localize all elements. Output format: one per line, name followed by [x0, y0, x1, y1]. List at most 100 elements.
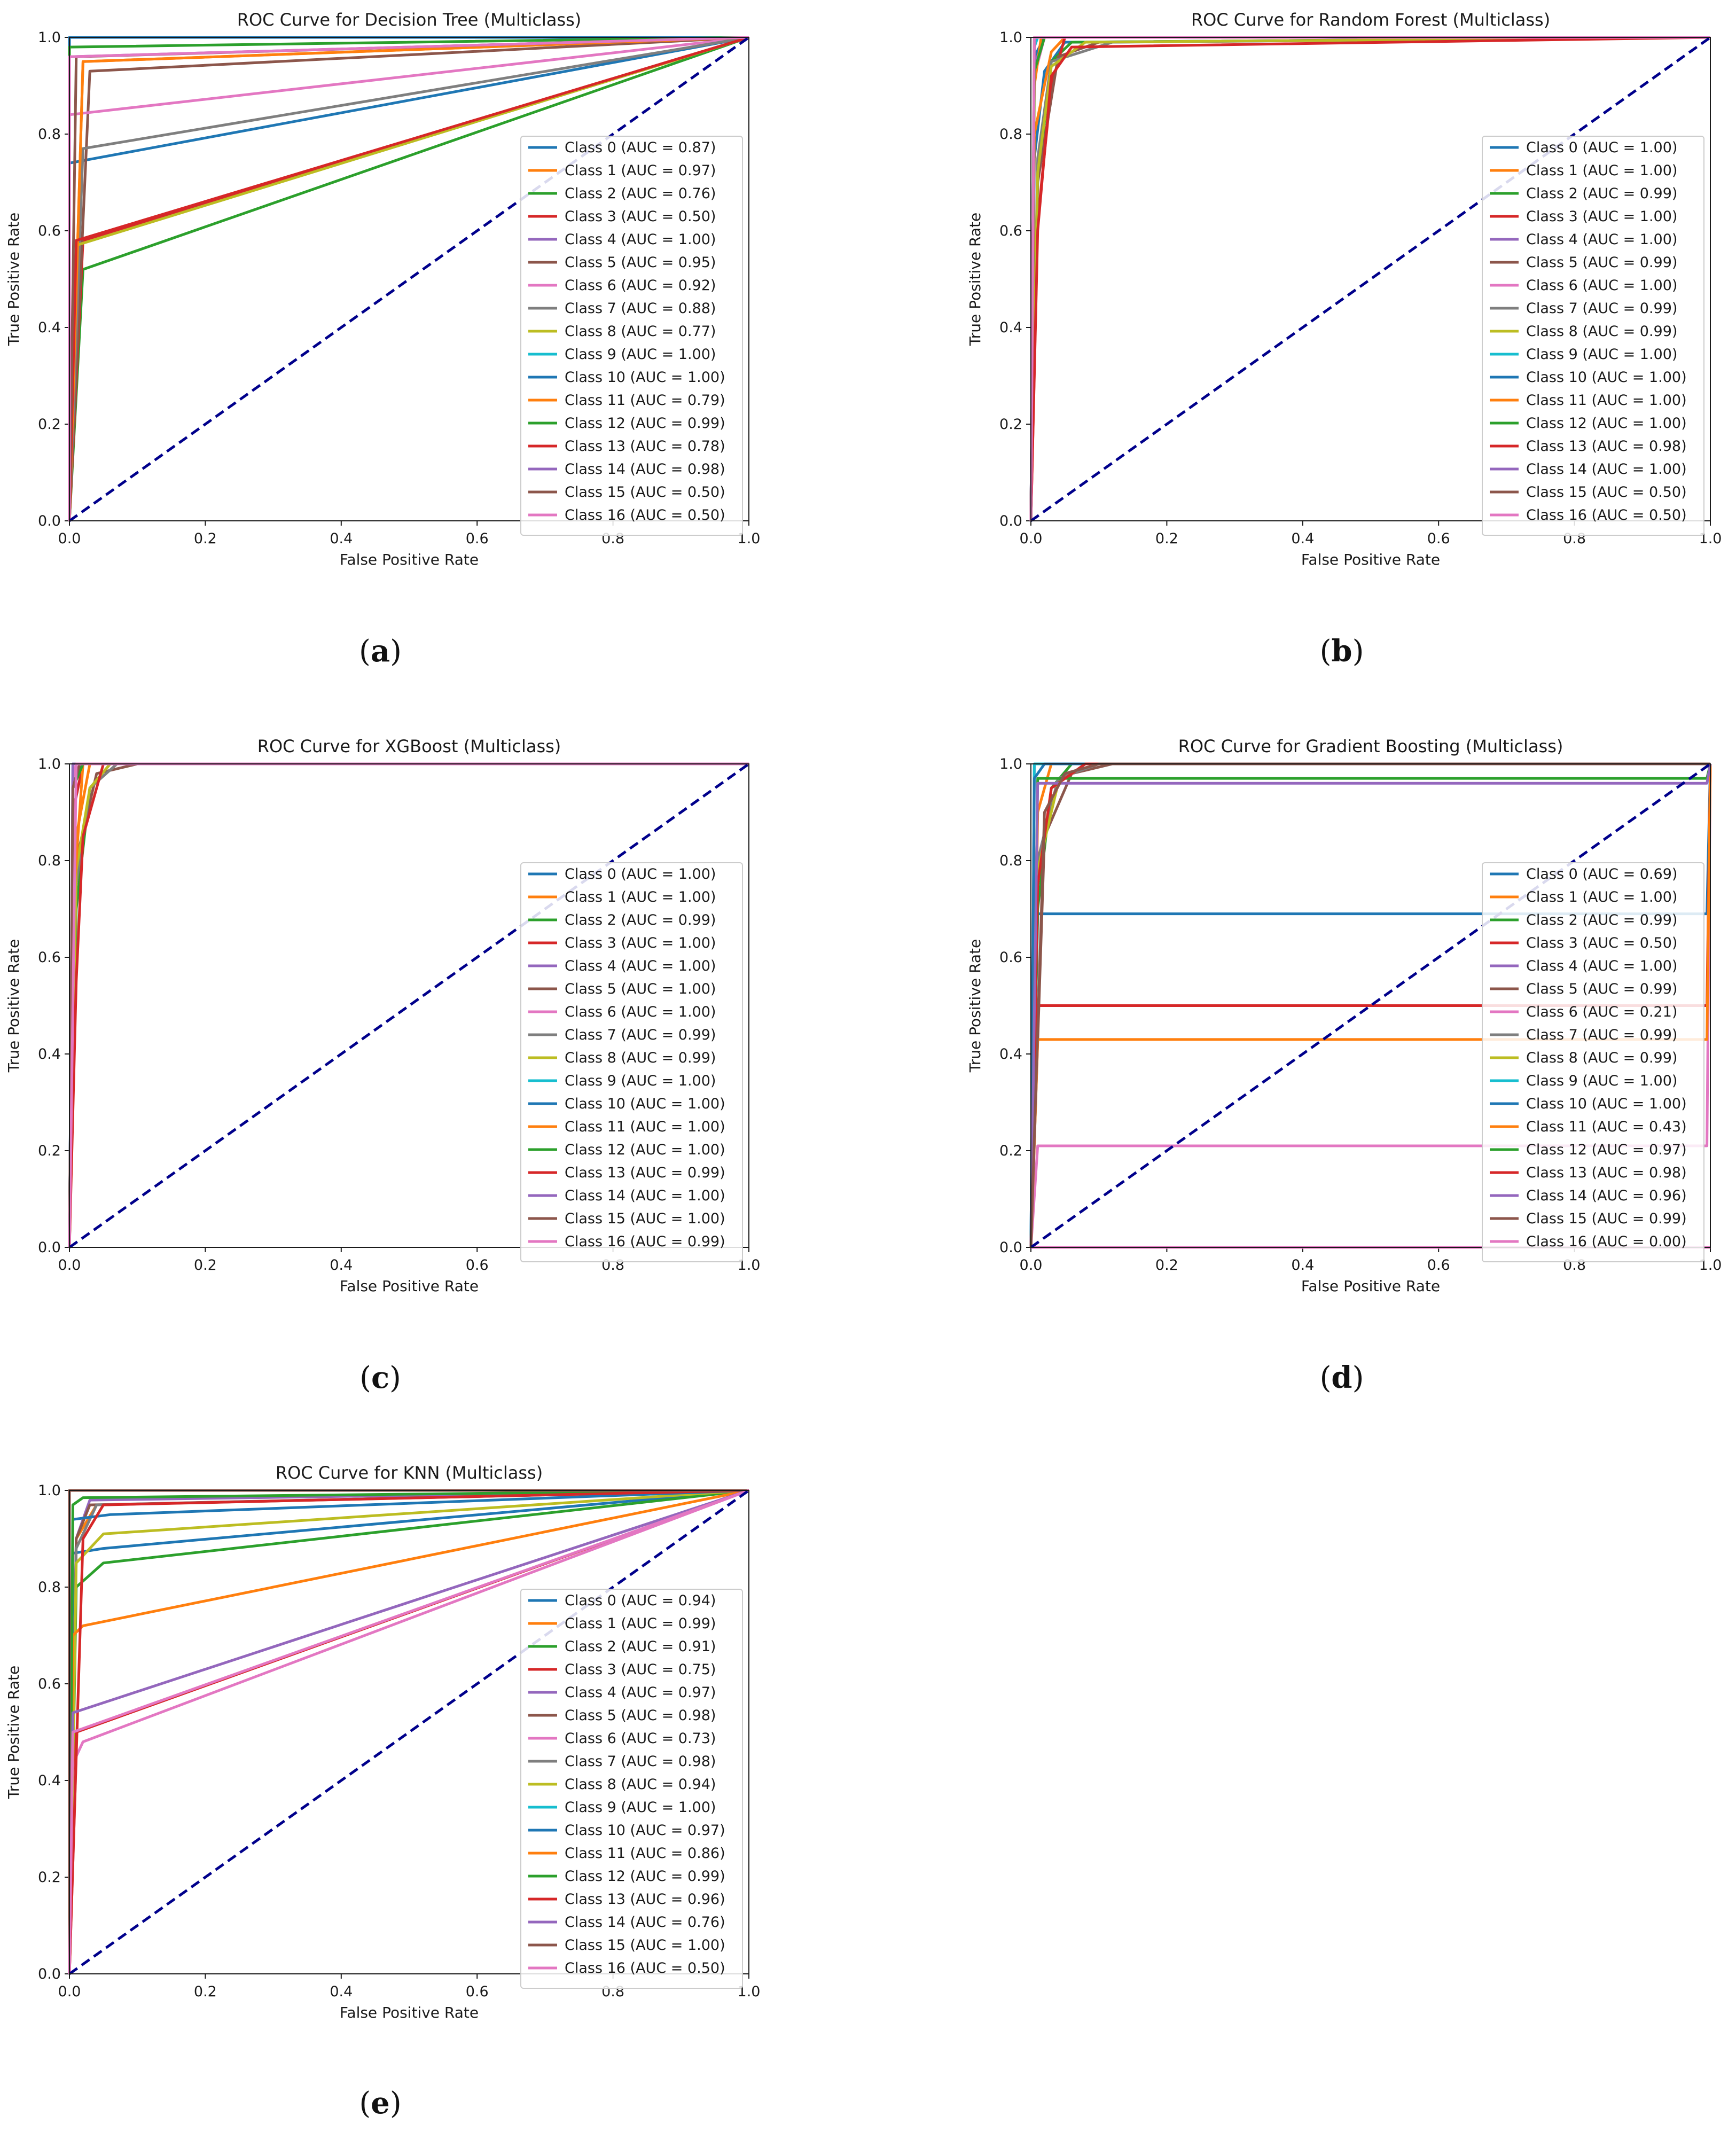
random-classifier-diagonal — [1030, 762, 1711, 1249]
roc-curve-class-5 — [68, 36, 749, 521]
legend-entry: Class 15 (AUC = 0.50) — [565, 484, 725, 501]
legend-entry: Class 14 (AUC = 0.98) — [565, 461, 725, 478]
x-tick-label: 0.0 — [58, 530, 81, 547]
y-tick-label: 0.0 — [999, 513, 1022, 529]
y-tick-label: 0.2 — [38, 1143, 61, 1159]
legend-entry: Class 11 (AUC = 1.00) — [565, 1119, 725, 1135]
legend-entry: Class 10 (AUC = 1.00) — [565, 369, 725, 386]
legend-entry: Class 11 (AUC = 0.86) — [565, 1845, 725, 1862]
legend-entry: Class 12 (AUC = 0.97) — [1526, 1142, 1687, 1158]
y-tick-label: 0.2 — [38, 1869, 61, 1886]
legend-entry: Class 0 (AUC = 0.87) — [565, 139, 716, 156]
legend-entry: Class 4 (AUC = 1.00) — [565, 231, 716, 248]
legend-entry: Class 12 (AUC = 0.99) — [565, 415, 725, 432]
y-tick-label: 0.2 — [38, 416, 61, 433]
legend-box — [520, 862, 743, 1262]
chart-knn: ROC Curve for KNN (Multiclass) 0.0 0.2 0.4 0… — [5, 1463, 760, 2021]
y-tick-label: 0.4 — [38, 319, 61, 336]
legend-entry: Class 8 (AUC = 0.94) — [565, 1776, 716, 1793]
legend-entry: Class 13 (AUC = 0.96) — [565, 1891, 725, 1908]
roc-curve-class-12 — [68, 1489, 749, 1974]
y-tick-label: 0.6 — [38, 223, 61, 239]
x-axis-label: False Positive Rate — [1301, 1277, 1440, 1295]
legend-entry: Class 14 (AUC = 0.76) — [565, 1914, 725, 1931]
x-tick-label: 0.6 — [1427, 530, 1450, 547]
x-tick-label: 0.4 — [1291, 530, 1314, 547]
legend-entry: Class 8 (AUC = 0.99) — [1526, 1050, 1677, 1066]
y-tick-label: 0.0 — [38, 513, 61, 529]
legend-box — [520, 136, 743, 536]
y-tick-label: 1.0 — [38, 29, 61, 46]
legend-entry: Class 13 (AUC = 0.78) — [565, 438, 725, 455]
legend-box — [1482, 136, 1704, 536]
random-classifier-diagonal — [1030, 36, 1711, 522]
legend-entry: Class 7 (AUC = 0.88) — [565, 300, 716, 317]
legend-entry: Class 9 (AUC = 1.00) — [1526, 1073, 1677, 1089]
roc-curve-class-13 — [1029, 36, 1711, 521]
y-tick-label: 1.0 — [999, 756, 1022, 772]
plot-frame — [69, 1490, 749, 1974]
legend: Class 0 (AUC = 0.69) Class 1 (AUC = 1.00)… — [1482, 862, 1704, 1262]
legend-entry: Class 0 (AUC = 1.00) — [565, 866, 716, 882]
x-tick-label: 0.2 — [1155, 1257, 1178, 1274]
legend-entry: Class 13 (AUC = 0.98) — [1526, 438, 1687, 455]
chart-title: ROC Curve for KNN (Multiclass) — [276, 1463, 543, 1483]
chart-title: ROC Curve for Decision Tree (Multiclass) — [237, 10, 582, 30]
y-tick-label: 1.0 — [999, 29, 1022, 46]
y-tick-label: 0.4 — [999, 319, 1022, 336]
y-tick-label: 1.0 — [38, 1482, 61, 1499]
legend-entry: Class 9 (AUC = 1.00) — [565, 1799, 716, 1816]
legend-entry: Class 15 (AUC = 0.99) — [1526, 1210, 1687, 1227]
legend-entry: Class 2 (AUC = 0.99) — [565, 912, 716, 928]
legend-entry: Class 3 (AUC = 0.50) — [565, 208, 716, 225]
y-tick-label: 1.0 — [38, 756, 61, 772]
y-tick-label: 0.6 — [999, 223, 1022, 239]
legend-entry: Class 10 (AUC = 1.00) — [565, 1096, 725, 1112]
x-tick-label: 0.6 — [466, 530, 489, 547]
legend-entry: Class 4 (AUC = 0.97) — [565, 1684, 716, 1701]
legend-entry: Class 9 (AUC = 1.00) — [565, 346, 716, 363]
chart-xgboost: ROC Curve for XGBoost (Multiclass) 0.0 0.2… — [5, 736, 760, 1295]
legend-entry: Class 7 (AUC = 0.99) — [1526, 300, 1677, 317]
legend-entry: Class 16 (AUC = 0.50) — [565, 1960, 725, 1977]
chart-panel-a: ROC Curve for Decision Tree (Multiclass)… — [0, 0, 775, 620]
y-tick-label: 0.6 — [999, 949, 1022, 966]
chart-title: ROC Curve for Gradient Boosting (Multicl… — [1178, 736, 1563, 756]
x-axis-label: False Positive Rate — [1301, 551, 1440, 568]
legend-entry: Class 13 (AUC = 0.98) — [1526, 1165, 1687, 1181]
chart-title: ROC Curve for Random Forest (Multiclass) — [1191, 10, 1550, 30]
legend-entry: Class 8 (AUC = 0.99) — [565, 1050, 716, 1066]
legend-entry: Class 2 (AUC = 0.99) — [1526, 185, 1677, 202]
legend-entry: Class 4 (AUC = 1.00) — [1526, 958, 1677, 974]
legend-entry: Class 3 (AUC = 0.75) — [565, 1661, 716, 1678]
x-tick-label: 0.0 — [58, 1983, 81, 2000]
x-tick-label: 0.2 — [194, 1983, 217, 2000]
legend-entry: Class 16 (AUC = 0.00) — [1526, 1233, 1687, 1250]
roc-curve-class-14 — [1029, 763, 1712, 1248]
x-tick-label: 0.4 — [1291, 1257, 1314, 1274]
legend-entry: Class 11 (AUC = 0.79) — [565, 392, 725, 409]
legend-entry: Class 14 (AUC = 1.00) — [565, 1188, 725, 1204]
x-tick-label: 0.0 — [1020, 530, 1043, 547]
legend-entry: Class 12 (AUC = 1.00) — [565, 1142, 725, 1158]
chart-decision-tree: ROC Curve for Decision Tree (Multiclass)… — [5, 10, 760, 568]
y-tick-label: 0.0 — [38, 1966, 61, 1982]
legend: Class 0 (AUC = 0.87) Class 1 (AUC = 0.97)… — [520, 136, 743, 536]
legend-box — [1482, 862, 1704, 1262]
y-axis-label: True Positive Rate — [5, 213, 22, 346]
y-tick-label: 0.6 — [38, 949, 61, 966]
roc-curve-class-13 — [68, 1489, 749, 1974]
legend-entry: Class 7 (AUC = 0.98) — [565, 1753, 716, 1770]
legend-entry: Class 8 (AUC = 0.77) — [565, 323, 716, 340]
legend-entry: Class 1 (AUC = 1.00) — [1526, 889, 1677, 905]
roc-curve-class-16 — [68, 1489, 749, 1974]
legend-entry: Class 1 (AUC = 0.97) — [565, 162, 716, 179]
legend-entry: Class 6 (AUC = 0.92) — [565, 277, 716, 294]
legend-entry: Class 6 (AUC = 0.73) — [565, 1730, 716, 1747]
y-tick-label: 0.4 — [38, 1772, 61, 1789]
y-axis-label: True Positive Rate — [966, 213, 984, 346]
chart-random-forest: ROC Curve for Random Forest (Multiclass)… — [966, 10, 1722, 568]
legend-entry: Class 10 (AUC = 1.00) — [1526, 1096, 1687, 1112]
legend-entry: Class 0 (AUC = 0.94) — [565, 1592, 716, 1609]
random-classifier-diagonal — [68, 1489, 750, 1975]
